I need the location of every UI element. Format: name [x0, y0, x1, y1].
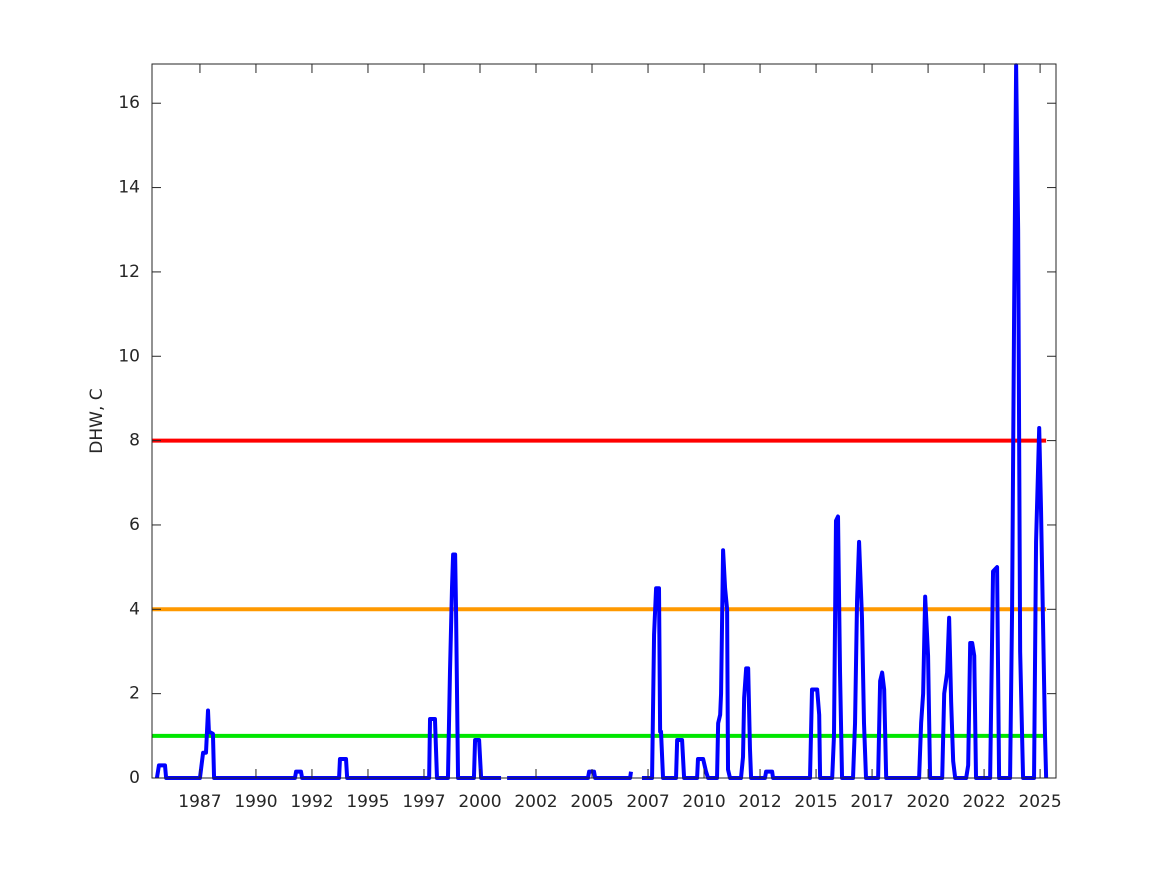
x-tick-label: 2015: [794, 792, 837, 812]
x-tick-label: 1990: [234, 792, 277, 812]
axes-box: [151, 63, 1057, 779]
x-tick-label: 1992: [290, 792, 333, 812]
x-tick-label: 2025: [1018, 792, 1061, 812]
y-tick-label: 8: [129, 431, 140, 451]
x-tick-label: 1995: [346, 792, 389, 812]
x-tick-label: 1987: [178, 792, 221, 812]
y-tick-label: 16: [118, 93, 140, 113]
y-axis-label: DHW, C: [87, 388, 107, 453]
x-tick-label: 2020: [906, 792, 949, 812]
x-tick-label: 2010: [682, 792, 725, 812]
x-tick-label: 2022: [962, 792, 1005, 812]
x-tick-label: 2002: [514, 792, 557, 812]
x-tick-label: 2017: [850, 792, 893, 812]
y-tick-label: 10: [118, 346, 140, 366]
y-tick-label: 2: [129, 684, 140, 704]
x-tick-label: 2012: [738, 792, 781, 812]
x-tick-label: 2005: [570, 792, 613, 812]
y-tick-label: 4: [129, 599, 140, 619]
y-tick-label: 14: [118, 178, 140, 198]
y-tick-label: 0: [129, 768, 140, 788]
y-tick-label: 12: [118, 262, 140, 282]
x-tick-label: 1997: [402, 792, 445, 812]
x-tick-label: 2000: [458, 792, 501, 812]
x-tick-label: 2007: [626, 792, 669, 812]
y-tick-label: 6: [129, 515, 140, 535]
